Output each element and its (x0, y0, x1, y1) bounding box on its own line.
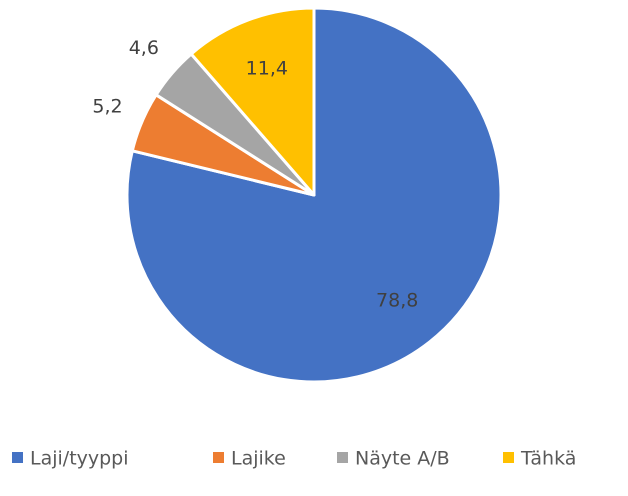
data-label: 11,4 (246, 57, 288, 79)
legend-label: Laji/tyyppi (30, 448, 129, 470)
data-label: 78,8 (376, 289, 418, 311)
pie-slice (189, 6, 316, 197)
legend-swatch (213, 452, 224, 463)
legend-label: Lajike (231, 448, 286, 470)
legend-swatch (12, 452, 23, 463)
legend-label: Näyte A/B (355, 448, 450, 470)
legend-swatch (337, 452, 348, 463)
data-label: 5,2 (92, 96, 122, 118)
legend-label: Tähkä (520, 448, 576, 470)
legend-swatch (503, 452, 514, 463)
data-label: 4,6 (129, 37, 159, 59)
